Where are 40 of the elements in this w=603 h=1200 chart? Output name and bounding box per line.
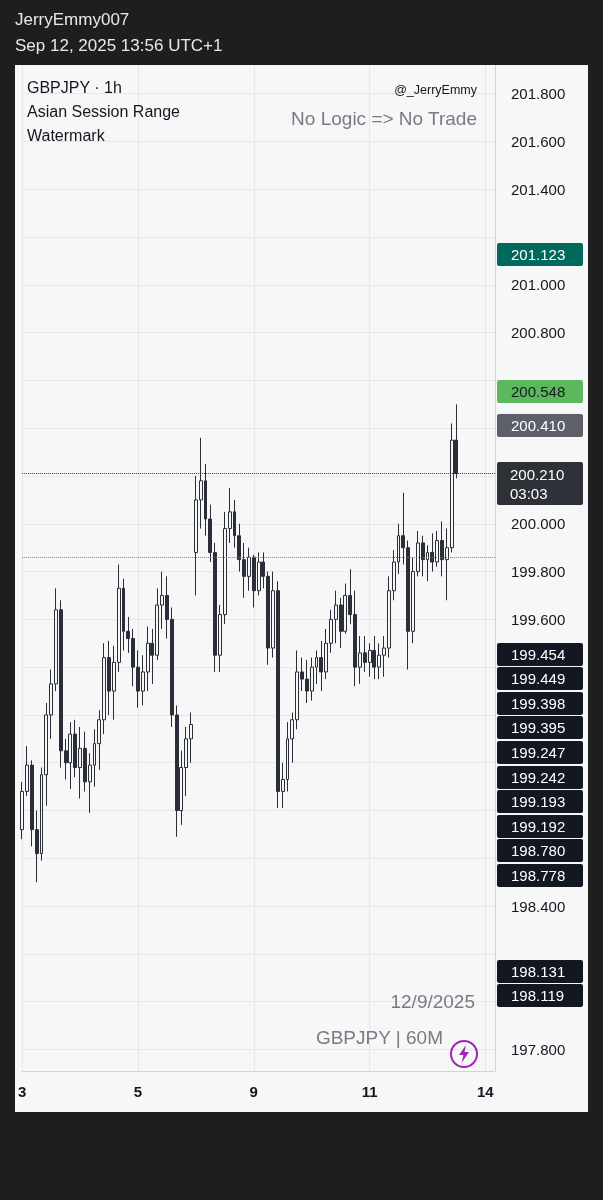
text: Sep 12, 2025 13:56 UTC+1 <box>15 36 223 57</box>
y-tick-label: 198.400 <box>511 897 566 915</box>
y-tick-label: 200.000 <box>511 515 566 533</box>
text: 199.192 <box>497 814 583 838</box>
text: 199.398 <box>497 691 583 715</box>
text: 199.395 <box>497 716 583 740</box>
text: 198.131 <box>497 959 583 983</box>
text: 199.193 <box>497 790 583 814</box>
annotation: GBPJPY | 60M <box>315 1027 443 1050</box>
y-tick-label: 199.600 <box>511 610 566 628</box>
y-tick-label: 201.000 <box>511 276 566 294</box>
text: 198.780 <box>497 839 583 863</box>
text: 199.449 <box>497 667 583 691</box>
text: Asian Session Range <box>27 102 180 122</box>
text: GBPJPY · 1h <box>27 78 122 98</box>
text: JerryEmmy007 <box>15 10 130 31</box>
text: 201.123 <box>497 242 583 266</box>
y-tick-label: 200.800 <box>511 324 566 342</box>
text: 199.454 <box>497 642 583 666</box>
x-tick-label: 11 <box>361 1083 378 1100</box>
annotation: No Logic => No Trade <box>291 108 477 131</box>
y-tick-label: 197.800 <box>511 1040 566 1058</box>
annotation: @_JerryEmmy <box>394 83 477 98</box>
y-tick-label: 199.800 <box>511 563 566 581</box>
y-tick-label: 201.400 <box>511 180 566 198</box>
ref-line-label: 200.210 03:03 <box>510 466 565 503</box>
text: 199.247 <box>497 740 583 764</box>
text: 198.119 <box>497 984 583 1008</box>
y-tick-label: 201.600 <box>511 132 566 150</box>
x-tick-label: 3 <box>18 1083 27 1100</box>
text: 198.778 <box>497 863 583 887</box>
annotation: 12/9/2025 <box>390 991 475 1014</box>
x-tick-label: 9 <box>249 1083 258 1100</box>
annotation: Watermark <box>27 126 105 146</box>
text: 200.548 <box>497 379 583 403</box>
x-tick-label: 14 <box>477 1083 495 1100</box>
text: 200.410 <box>497 413 583 437</box>
x-tick-label: 5 <box>133 1083 143 1100</box>
text: 199.242 <box>497 765 583 789</box>
y-tick-label: 201.800 <box>511 85 566 103</box>
